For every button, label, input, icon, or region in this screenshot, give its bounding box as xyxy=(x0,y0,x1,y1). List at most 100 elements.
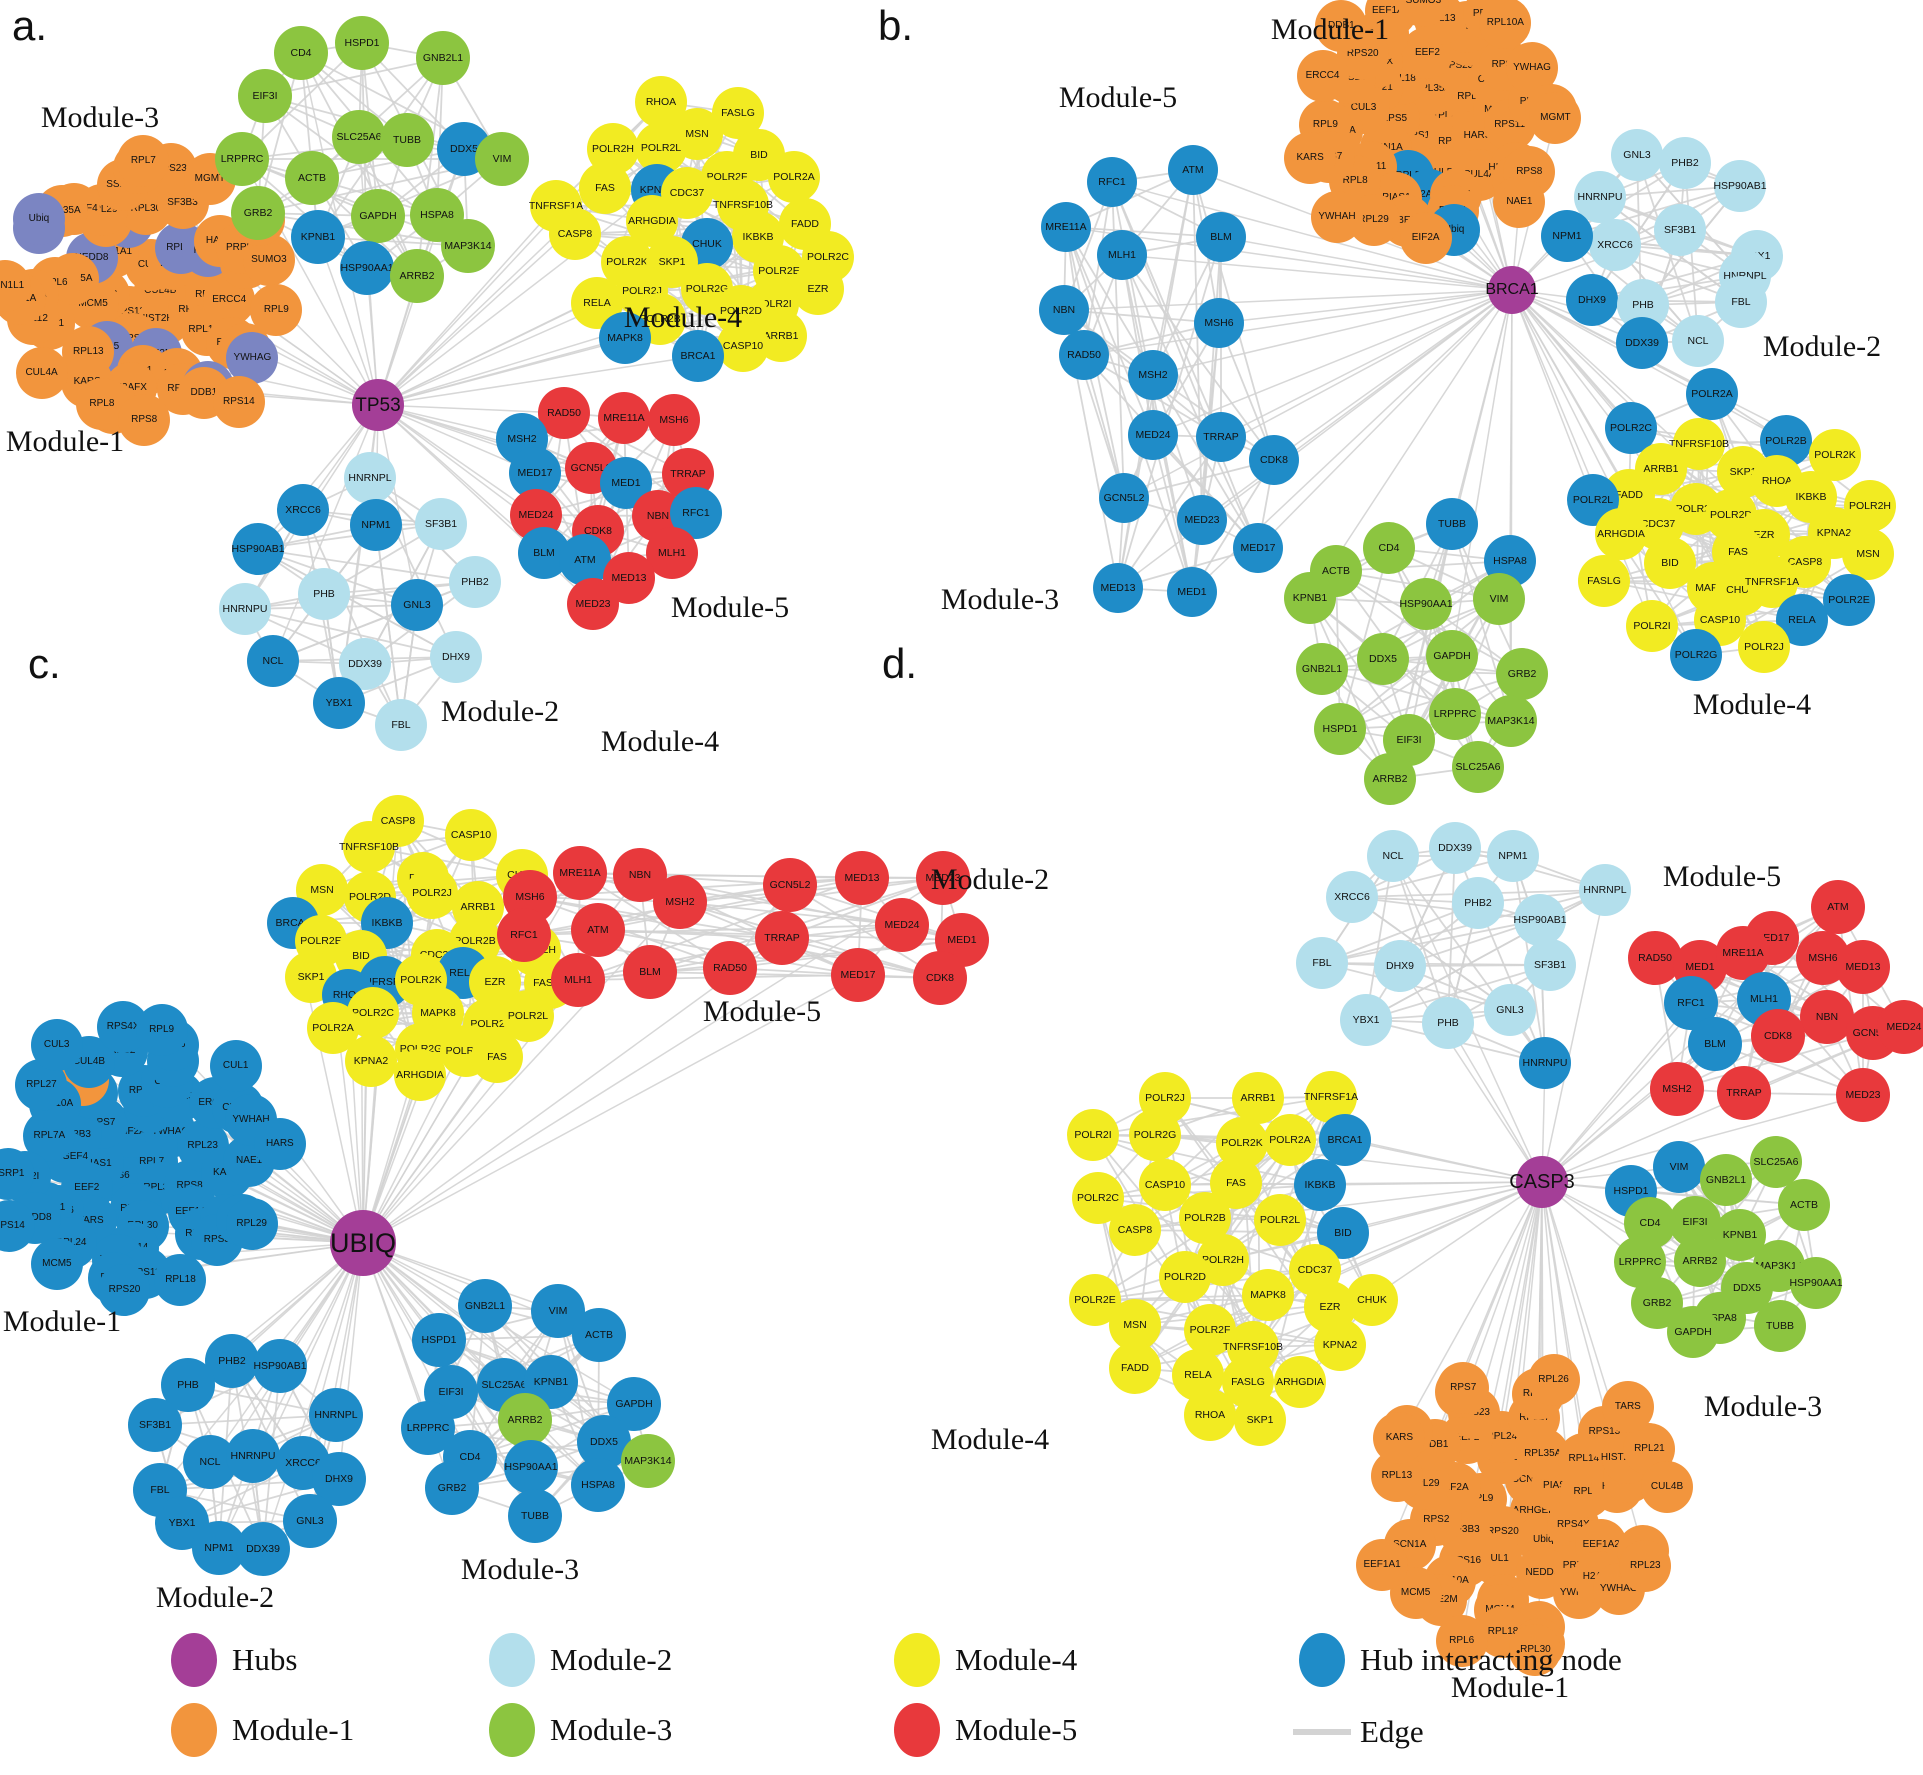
node-CASP8: CASP8 xyxy=(1109,1204,1161,1256)
node-label: CASP10 xyxy=(450,828,492,841)
node-FAS: FAS xyxy=(471,1031,523,1083)
node-label: CDC37 xyxy=(1297,1263,1333,1276)
node-label: HNRNPU xyxy=(222,602,268,615)
edge xyxy=(577,937,783,981)
node-label: RPL35A xyxy=(1524,1448,1562,1460)
node-CD4: CD4 xyxy=(1363,522,1415,574)
node-label: MLH1 xyxy=(1749,992,1778,1005)
legend-label: Module-2 xyxy=(550,1642,673,1677)
node-label: MAPK8 xyxy=(420,1006,456,1019)
node-label: GRB2 xyxy=(243,206,273,219)
node-label: POLR2K xyxy=(400,973,442,986)
node-label: RPL10A xyxy=(1486,16,1524,28)
node-label: SLC25A6 xyxy=(1753,1155,1799,1168)
edge xyxy=(1351,896,1541,921)
node-NPM1: NPM1 xyxy=(1541,210,1593,262)
module-label-module-4: Module-4 xyxy=(930,1423,1050,1456)
node-TUBB: TUBB xyxy=(508,1489,562,1543)
node-XRCC6: XRCC6 xyxy=(1326,871,1378,923)
node-label: CUL4B xyxy=(1650,1480,1684,1492)
panel-letter-b: b. xyxy=(878,2,914,49)
node-POLR2L: POLR2L xyxy=(1254,1194,1306,1246)
edge xyxy=(1121,254,1154,436)
node-MED24: MED24 xyxy=(875,898,929,952)
node-GNL3: GNL3 xyxy=(1611,129,1663,181)
node-YBX1: YBX1 xyxy=(313,677,365,729)
node-HSP90AA1: HSP90AA1 xyxy=(1789,1257,1843,1309)
node-label: RPL18 xyxy=(165,1273,196,1285)
hub-node-BRCA1: BRCA1 xyxy=(1485,266,1539,314)
node-label: HSP90AB1 xyxy=(1513,913,1567,926)
node-PHB2: PHB2 xyxy=(1659,137,1711,189)
node-label: FAS xyxy=(595,181,615,194)
node-HNRNPL: HNRNPL xyxy=(1579,864,1631,916)
node-PHB: PHB xyxy=(1422,997,1474,1049)
node-label: HSP90AA1 xyxy=(1789,1276,1843,1289)
node-label: KPNB1 xyxy=(300,230,336,243)
node-label: POLR2A xyxy=(1691,387,1733,400)
node-EIF2A: EIF2A xyxy=(1399,212,1452,265)
edge xyxy=(1065,226,1193,593)
node-label: MRE11A xyxy=(1722,946,1764,959)
node-label: BLM xyxy=(1210,230,1232,243)
module-label-module-1: Module-1 xyxy=(1270,13,1390,46)
node-POLR2A: POLR2A xyxy=(1686,368,1738,420)
edge xyxy=(1541,889,1606,1183)
node-label: ACTB xyxy=(1789,1198,1818,1211)
edge xyxy=(1511,289,1594,501)
node-label: XRCC6 xyxy=(285,503,321,516)
node-label: NAE1 xyxy=(1506,195,1533,207)
node-label: DDX5 xyxy=(589,1435,618,1448)
node-label: POLR2E xyxy=(758,264,800,277)
node-GNL3: GNL3 xyxy=(283,1494,337,1548)
node-CUL3: CUL3 xyxy=(30,1019,83,1072)
node-label: EZR xyxy=(484,975,506,988)
node-label: MED1 xyxy=(1177,585,1207,598)
node-label: HSP90AB1 xyxy=(231,542,285,555)
node-label: KPNB1 xyxy=(1722,1228,1758,1241)
node-label: POLR2E xyxy=(300,934,342,947)
legend-swatch-module-5 xyxy=(894,1703,940,1757)
node-label: TNFRSF10B xyxy=(338,840,400,853)
node-label: CASP8 xyxy=(1117,1223,1153,1236)
edge xyxy=(1117,236,1222,589)
node-GNB2L1: GNB2L1 xyxy=(1700,1154,1752,1206)
node-label: ACTB xyxy=(584,1328,613,1341)
node-label: RAD50 xyxy=(547,406,581,419)
node-label: GAPDH xyxy=(359,209,397,222)
node-MSH6: MSH6 xyxy=(1194,298,1244,348)
edge xyxy=(416,57,444,277)
node-label: CUL1 xyxy=(222,1060,249,1072)
node-DDX5: DDX5 xyxy=(1357,633,1409,685)
node-FADD: FADD xyxy=(1109,1342,1161,1394)
node-label: RPS14 xyxy=(223,396,255,408)
node-label: HSP90AB1 xyxy=(1713,179,1767,192)
node-TUBB: TUBB xyxy=(380,113,434,167)
node-label: ARRB2 xyxy=(399,269,435,282)
edge xyxy=(300,52,418,277)
edge xyxy=(1398,1181,1543,1439)
edge xyxy=(257,548,476,583)
hub-node-TP53: TP53 xyxy=(352,379,404,431)
node-CDK8: CDK8 xyxy=(1751,1009,1805,1063)
node-label: ARHGDIA xyxy=(1597,527,1645,540)
node-ARHGDIA: ARHGDIA xyxy=(1595,508,1647,560)
node-label: TUBB xyxy=(1437,517,1466,530)
node-label: RPL8 xyxy=(1342,175,1368,187)
node-GAPDH: GAPDH xyxy=(1667,1306,1719,1358)
node-GCN5L2: GCN5L2 xyxy=(763,858,817,912)
node-label: PHB2 xyxy=(461,575,489,588)
node-HSP90AB1: HSP90AB1 xyxy=(253,1339,307,1393)
node-label: CD4 xyxy=(1378,541,1400,554)
node-label: DDX5 xyxy=(449,142,478,155)
node-label: POLR2C xyxy=(351,1006,394,1019)
node-label: MED24 xyxy=(1886,1020,1922,1033)
edge xyxy=(1063,289,1513,311)
node-label: SSRP1 xyxy=(0,1168,25,1180)
node-label: PHB2 xyxy=(1464,896,1492,909)
node-label: RAD50 xyxy=(713,961,747,974)
edge xyxy=(1321,919,1541,964)
node-label: PHB xyxy=(177,1378,199,1391)
node-label: RPL8 xyxy=(89,397,115,409)
